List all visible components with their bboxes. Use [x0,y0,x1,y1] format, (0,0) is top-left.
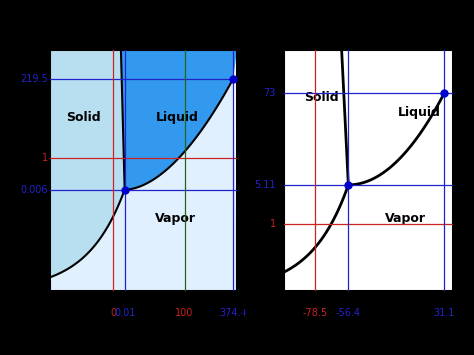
Polygon shape [50,79,237,291]
Text: 0.006: 0.006 [20,185,48,195]
Text: (atm): (atm) [267,23,298,33]
Text: H$_2$O: H$_2$O [136,14,170,33]
Text: -56.4: -56.4 [336,308,361,318]
Text: 100: 100 [175,308,194,318]
Text: 1: 1 [42,153,48,163]
Text: T(°C): T(°C) [239,308,267,318]
Text: T(°C): T(°C) [455,308,474,318]
Text: P: P [242,14,253,28]
Text: 374.4: 374.4 [219,308,247,318]
Text: -78.5: -78.5 [302,308,327,318]
Text: 5.11: 5.11 [255,180,276,190]
Text: 219.5: 219.5 [20,74,48,84]
Text: CO$_2$: CO$_2$ [369,14,401,33]
Text: P: P [3,14,13,28]
Text: 0.01: 0.01 [114,308,136,318]
Polygon shape [50,50,125,291]
Text: (atm): (atm) [31,23,61,33]
Text: Solid: Solid [66,111,101,124]
Text: 1: 1 [270,219,276,229]
Text: Vapor: Vapor [155,212,196,225]
Text: Solid: Solid [304,92,339,104]
Polygon shape [121,50,237,190]
Text: Liquid: Liquid [398,106,440,119]
Text: 0: 0 [110,308,117,318]
Text: Liquid: Liquid [155,111,199,124]
Text: 31.1: 31.1 [434,308,455,318]
Text: 73: 73 [264,88,276,98]
Text: Vapor: Vapor [385,212,426,225]
